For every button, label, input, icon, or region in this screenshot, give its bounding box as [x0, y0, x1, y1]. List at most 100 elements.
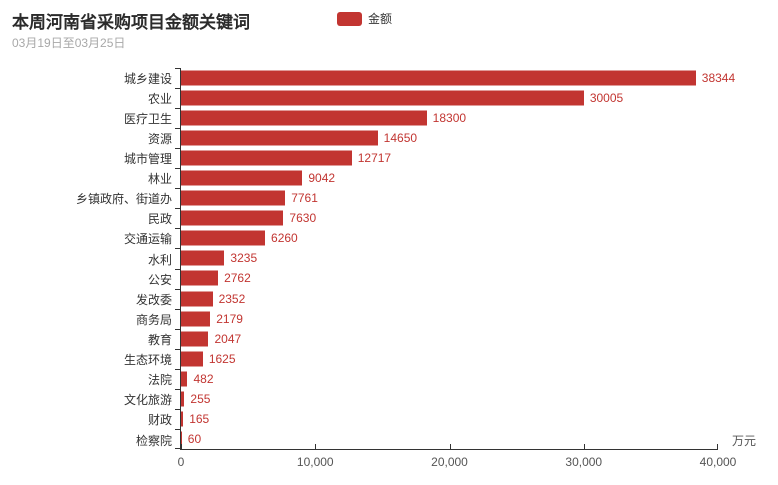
bar[interactable] [181, 270, 219, 286]
legend-label: 金额 [368, 12, 393, 26]
category-label: 公安 [147, 272, 172, 287]
y-axis-tick [175, 208, 181, 210]
y-axis-tick [175, 268, 181, 270]
bar-rows: 38344 30005 18300 14650 12717 9042 7761 7630 626… [181, 68, 735, 449]
bar-row: 2047 [181, 329, 718, 349]
bar-value-label: 2762 [224, 271, 251, 286]
x-axis-tick [717, 444, 718, 449]
x-axis-tick [181, 444, 182, 449]
y-axis-tick [175, 408, 181, 410]
category-label: 检察院 [135, 433, 172, 448]
y-axis-tick [175, 168, 181, 170]
bar[interactable] [181, 170, 303, 186]
bar-row: 6260 [181, 228, 718, 248]
category-label: 林业 [147, 172, 172, 187]
y-axis-tick [175, 348, 181, 350]
x-axis-unit: 万元 [732, 434, 757, 448]
y-axis-tick [175, 228, 181, 230]
y-axis-tick [175, 248, 181, 250]
bar[interactable] [181, 150, 352, 166]
x-axis-tick-label: 40,000 [699, 455, 737, 469]
category-label: 财政 [147, 413, 172, 428]
bar-value-label: 60 [187, 431, 202, 446]
bar-value-label: 2352 [218, 291, 246, 306]
category-labels: 城乡建设 农业 医疗卫生 资源 城市管理 林业 乡镇政府、街道办 民政 交通运输 水利 公安 发改委商… [0, 68, 172, 450]
y-axis-tick [175, 448, 181, 449]
y-axis-tick [175, 88, 181, 90]
legend-marker [337, 11, 362, 26]
bar-value-label: 38344 [701, 71, 736, 86]
category-label: 文化旅游 [123, 393, 172, 408]
bar-value-label: 2047 [214, 331, 242, 346]
bar-row: 165 [181, 409, 718, 429]
bar[interactable] [181, 331, 209, 347]
category-label: 发改委 [135, 292, 172, 307]
bar-row: 7630 [181, 208, 718, 228]
bar-row: 14650 [181, 128, 718, 148]
bar[interactable] [181, 190, 286, 206]
legend-item-amount[interactable]: 金额 [337, 10, 392, 27]
category-label: 医疗卫生 [123, 111, 172, 126]
bar[interactable] [181, 70, 696, 86]
bar-row: 18300 [181, 108, 718, 128]
y-axis-tick [175, 428, 181, 430]
bar-value-label: 482 [193, 371, 214, 386]
y-axis-tick [175, 108, 181, 110]
category-label: 乡镇政府、街道办 [75, 192, 172, 207]
bar-row: 1625 [181, 349, 718, 369]
bar[interactable] [181, 291, 213, 307]
category-label: 商务局 [135, 312, 172, 327]
bar-row: 2179 [181, 309, 718, 329]
y-axis-tick [175, 388, 181, 390]
x-axis-tick [315, 444, 317, 449]
y-axis-tick [175, 188, 181, 190]
bar-row: 12717 [181, 148, 718, 168]
category-label: 城市管理 [123, 151, 172, 166]
y-axis-tick [175, 68, 181, 69]
bar[interactable] [181, 130, 378, 146]
bar[interactable] [181, 250, 225, 266]
category-label: 教育 [147, 332, 172, 347]
x-axis-tick [449, 444, 451, 449]
bar-row: 3235 [181, 248, 718, 268]
category-label: 交通运输 [123, 232, 172, 247]
bar-value-label: 165 [189, 411, 210, 426]
x-axis-tick-label: 20,000 [431, 455, 468, 469]
bar[interactable] [181, 210, 284, 226]
bar-value-label: 1625 [208, 351, 236, 366]
bar-value-label: 2179 [216, 311, 243, 326]
bar-row: 9042 [181, 168, 718, 188]
chart-title: 本周河南省采购项目金额关键词 [12, 13, 250, 32]
bar-value-label: 30005 [589, 91, 624, 106]
bar[interactable] [181, 431, 182, 447]
y-axis-tick [175, 368, 181, 370]
bar[interactable] [181, 90, 584, 106]
category-label: 生态环境 [123, 353, 172, 368]
plot-area: 38344 30005 18300 14650 12717 9042 7761 7630 626… [175, 68, 756, 469]
y-axis-tick [175, 128, 181, 130]
bar[interactable] [181, 371, 188, 387]
bar[interactable] [181, 411, 184, 427]
category-label: 资源 [147, 131, 172, 146]
bar-row: 7761 [181, 188, 718, 208]
bar[interactable] [181, 311, 211, 327]
bar-row: 30005 [181, 88, 718, 108]
bar[interactable] [181, 230, 266, 246]
y-axis-tick [175, 328, 181, 330]
bar-value-label: 7761 [291, 191, 318, 206]
bar-row: 60 [181, 429, 718, 449]
bar-value-label: 255 [190, 391, 211, 406]
bar-value-label: 3235 [230, 251, 258, 266]
bar[interactable] [181, 110, 427, 126]
category-label: 民政 [147, 212, 172, 227]
bar[interactable] [181, 351, 203, 367]
bar-row: 255 [181, 389, 718, 409]
x-axis-tick-label: 0 [177, 455, 185, 469]
bar-value-label: 6260 [271, 231, 298, 246]
bar-row: 482 [181, 369, 718, 389]
category-label: 城乡建设 [123, 71, 172, 86]
bar-value-label: 12717 [357, 151, 392, 166]
x-axis-tick-label: 30,000 [565, 455, 603, 469]
bar[interactable] [181, 391, 185, 407]
